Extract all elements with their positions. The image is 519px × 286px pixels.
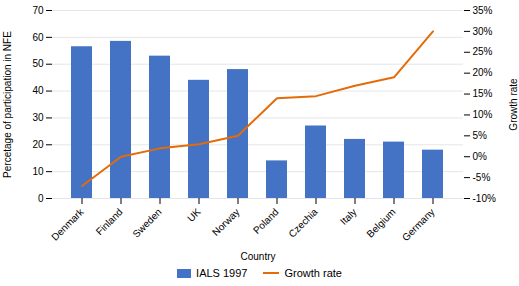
svg-text:25%: 25%: [473, 46, 493, 57]
svg-text:-10%: -10%: [473, 193, 496, 204]
html-text:IALS 1997: IALS 1997: [196, 267, 248, 279]
svg-text:Finland: Finland: [94, 206, 125, 237]
svg-text:30: 30: [32, 112, 44, 123]
svg-text:Belgium: Belgium: [364, 206, 397, 239]
svg-text:70: 70: [32, 5, 44, 16]
svg-text:Growth rate: Growth rate: [508, 78, 519, 131]
svg-text:-5%: -5%: [473, 172, 491, 183]
svg-text:UK: UK: [185, 206, 203, 224]
html-text:Growth rate: Growth rate: [284, 267, 342, 279]
svg-text:35%: 35%: [473, 5, 493, 16]
svg-text:0: 0: [38, 193, 44, 204]
svg-text:15%: 15%: [473, 88, 493, 99]
svg-text:Denmark: Denmark: [49, 206, 86, 243]
svg-text:50: 50: [32, 58, 44, 69]
svg-text:Norway: Norway: [210, 206, 242, 238]
svg-text:Percetage of participation in: Percetage of participation in NFE: [2, 31, 13, 178]
svg-text:Sweden: Sweden: [130, 206, 163, 239]
svg-text:Germany: Germany: [400, 206, 437, 243]
svg-text:Italy: Italy: [338, 206, 359, 227]
svg-text:Poland: Poland: [251, 206, 281, 236]
svg-text:20%: 20%: [473, 67, 493, 78]
svg-text:60: 60: [32, 32, 44, 43]
svg-text:30%: 30%: [473, 26, 493, 37]
svg-text:10: 10: [32, 166, 44, 177]
svg-text:5%: 5%: [473, 130, 488, 141]
svg-text:0%: 0%: [473, 151, 488, 162]
svg-text:10%: 10%: [473, 109, 493, 120]
svg-text:20: 20: [32, 139, 44, 150]
svg-text:Country: Country: [240, 251, 275, 262]
svg-text:40: 40: [32, 85, 44, 96]
svg-text:Czechia: Czechia: [286, 206, 320, 240]
